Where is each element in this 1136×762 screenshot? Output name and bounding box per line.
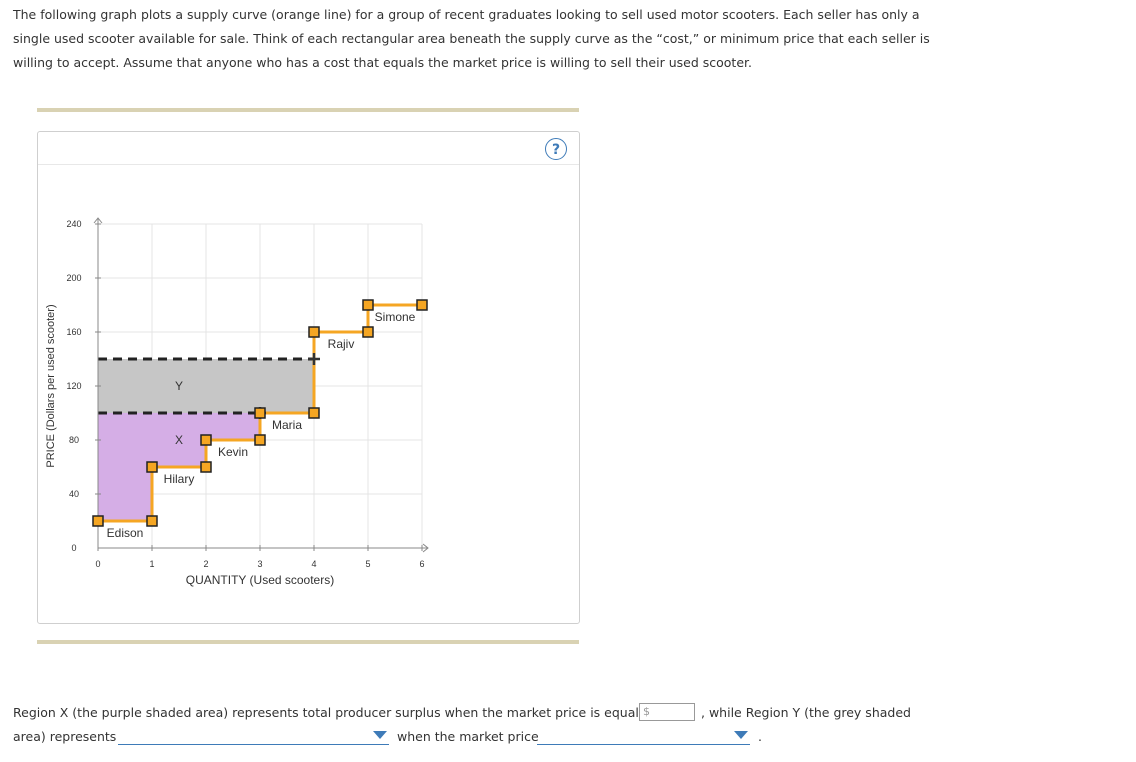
top-divider	[37, 108, 579, 112]
question-part4: when the market price	[397, 729, 539, 744]
help-icon[interactable]: ?	[545, 138, 567, 160]
question-part1: Region X (the purple shaded area) repres…	[13, 705, 656, 720]
chevron-down-icon	[373, 731, 387, 739]
dollar-sign: $	[643, 705, 650, 718]
market-price-dropdown[interactable]	[537, 724, 750, 745]
bottom-divider	[37, 640, 579, 644]
question-part3: area) represents	[13, 729, 117, 744]
graph-panel: ?	[37, 131, 580, 624]
price-input[interactable]: $	[639, 703, 695, 721]
panel-header-line	[38, 164, 579, 165]
intro-text: The following graph plots a supply curve…	[13, 7, 930, 70]
question-part5: .	[758, 729, 762, 744]
region-y-dropdown[interactable]	[118, 724, 389, 745]
question-part2: , while Region Y (the grey shaded	[701, 705, 911, 720]
chevron-down-icon	[734, 731, 748, 739]
